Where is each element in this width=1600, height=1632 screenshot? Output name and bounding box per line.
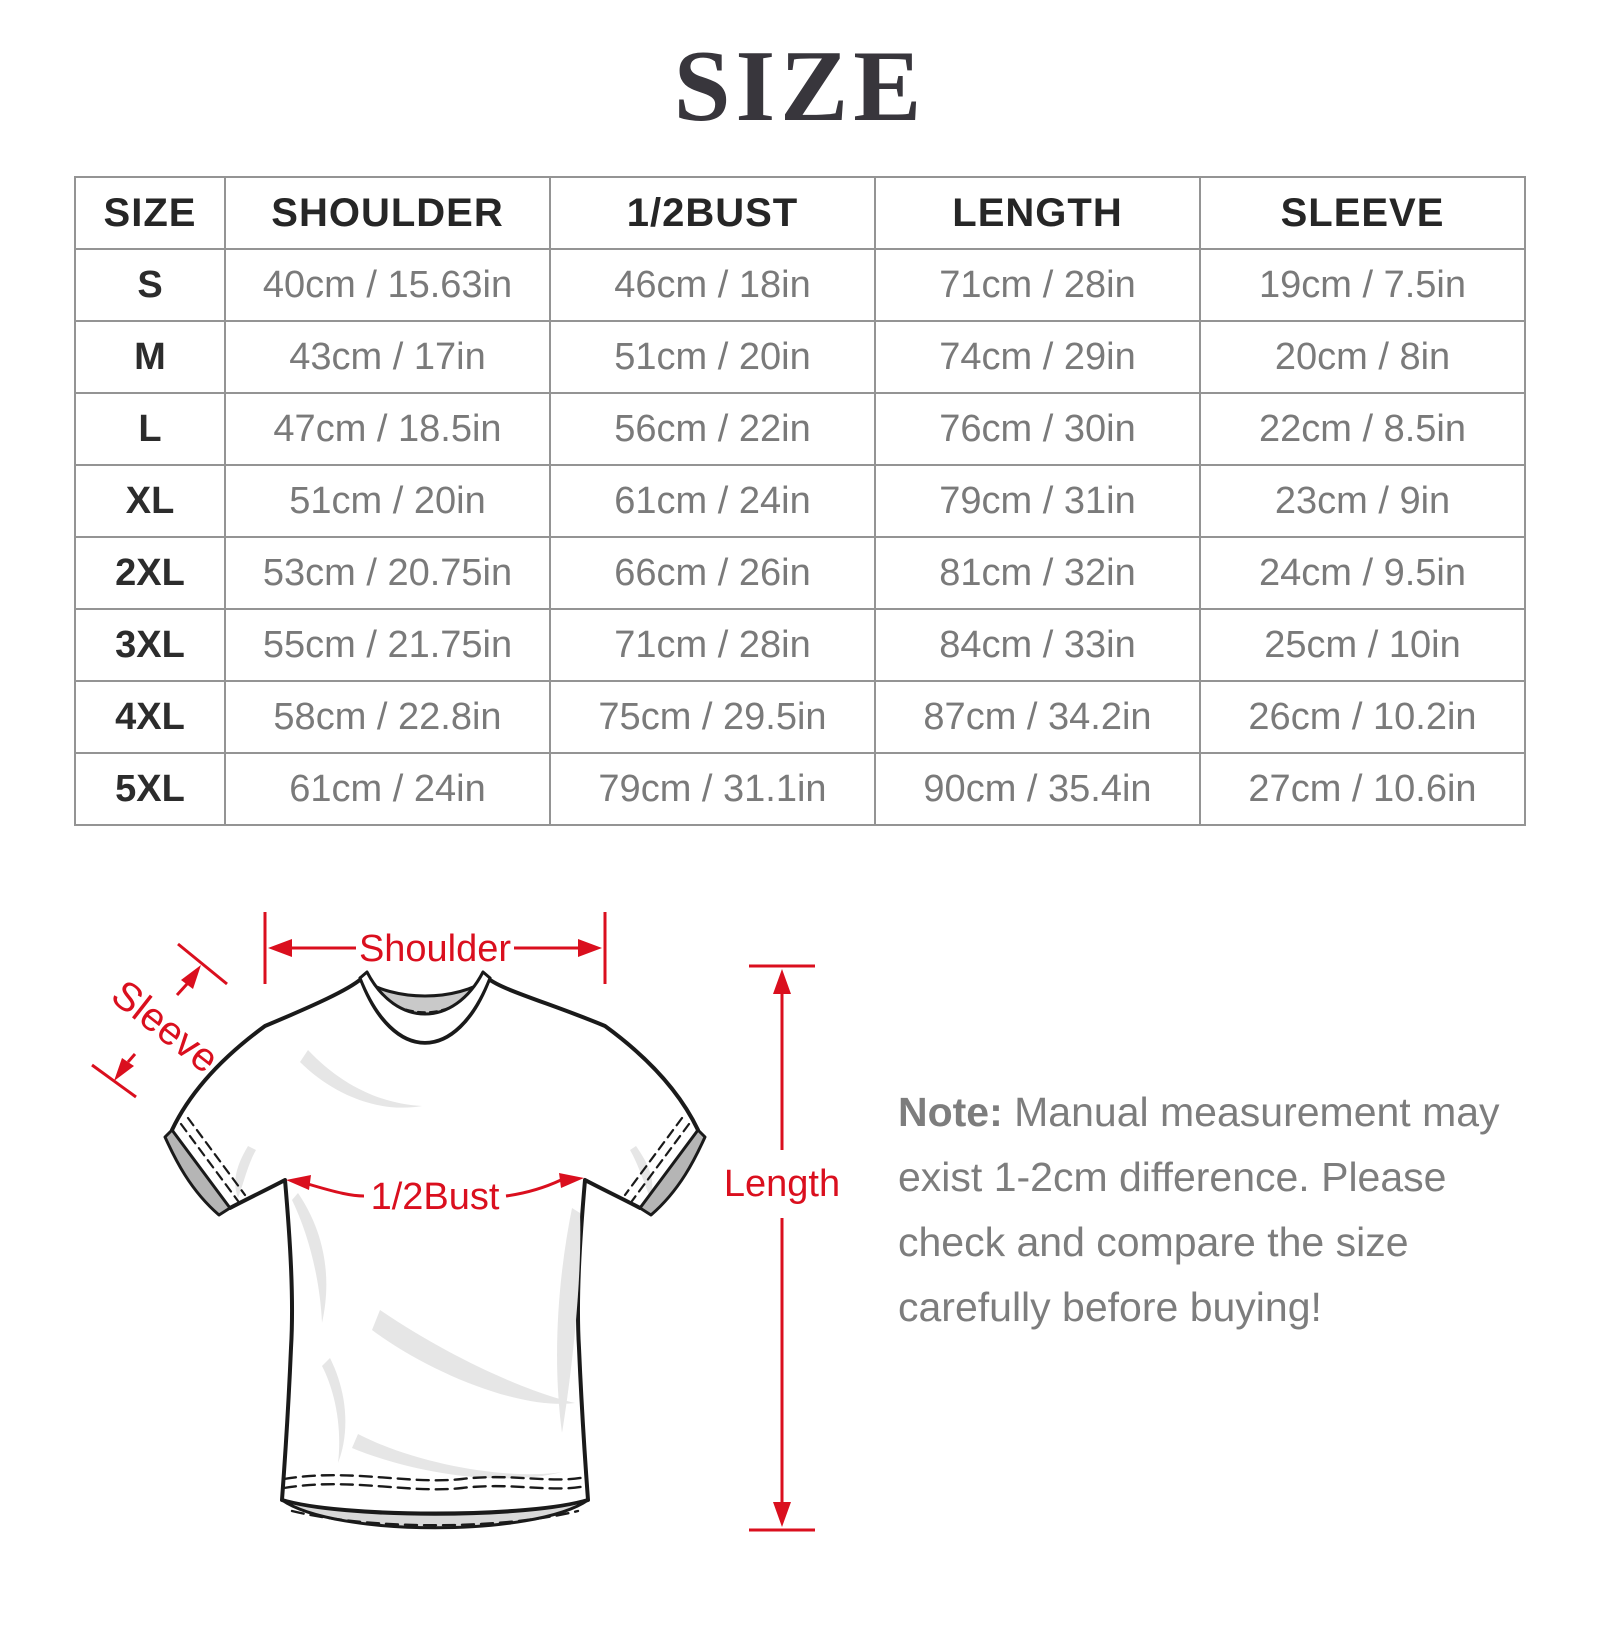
header-sleeve: SLEEVE <box>1199 176 1526 250</box>
cell-length: 84cm / 33in <box>874 608 1201 682</box>
half-bust-dimension: 1/2Bust <box>286 1173 584 1218</box>
cell-halfbust: 46cm / 18in <box>549 248 876 322</box>
table-row: 3XL 55cm / 21.75in 71cm / 28in 84cm / 33… <box>74 608 1526 682</box>
note-label: Note: <box>898 1089 1003 1135</box>
cell-halfbust: 61cm / 24in <box>549 464 876 538</box>
header-shoulder: SHOULDER <box>224 176 551 250</box>
cell-shoulder: 43cm / 17in <box>224 320 551 394</box>
cell-halfbust: 75cm / 29.5in <box>549 680 876 754</box>
page-title: SIZE <box>673 30 927 143</box>
header-halfbust: 1/2BUST <box>549 176 876 250</box>
cell-halfbust: 71cm / 28in <box>549 608 876 682</box>
table-row: L 47cm / 18.5in 56cm / 22in 76cm / 30in … <box>74 392 1526 466</box>
tshirt-diagram-svg: Shoulder Sleeve 1/2Bust <box>91 912 840 1532</box>
table-header-row: SIZE SHOULDER 1/2BUST LENGTH SLEEVE <box>74 176 1526 250</box>
cell-halfbust: 51cm / 20in <box>549 320 876 394</box>
cell-size: 5XL <box>74 752 226 826</box>
table-row: 4XL 58cm / 22.8in 75cm / 29.5in 87cm / 3… <box>74 680 1526 754</box>
shoulder-dimension: Shoulder <box>263 912 607 984</box>
note: Note: Manual measurement may exist 1-2cm… <box>898 1080 1543 1340</box>
cell-length: 81cm / 32in <box>874 536 1201 610</box>
cell-shoulder: 51cm / 20in <box>224 464 551 538</box>
cell-length: 90cm / 35.4in <box>874 752 1201 826</box>
cell-sleeve: 19cm / 7.5in <box>1199 248 1526 322</box>
right-cuff-inner <box>638 1128 707 1217</box>
sleeve-dimension: Sleeve <box>91 942 228 1099</box>
cell-shoulder: 40cm / 15.63in <box>224 248 551 322</box>
header-size: SIZE <box>74 176 226 250</box>
length-label: Length <box>724 1163 840 1205</box>
cell-length: 76cm / 30in <box>874 392 1201 466</box>
cell-length: 71cm / 28in <box>874 248 1201 322</box>
table-row: 2XL 53cm / 20.75in 66cm / 26in 81cm / 32… <box>74 536 1526 610</box>
cell-shoulder: 61cm / 24in <box>224 752 551 826</box>
cell-size: 3XL <box>74 608 226 682</box>
cuff-stitching <box>179 1116 691 1203</box>
cell-halfbust: 66cm / 26in <box>549 536 876 610</box>
cell-shoulder: 47cm / 18.5in <box>224 392 551 466</box>
cell-length: 74cm / 29in <box>874 320 1201 394</box>
table-row: S 40cm / 15.63in 46cm / 18in 71cm / 28in… <box>74 248 1526 322</box>
cell-size: 4XL <box>74 680 226 754</box>
cell-halfbust: 79cm / 31.1in <box>549 752 876 826</box>
cell-sleeve: 24cm / 9.5in <box>1199 536 1526 610</box>
collar-band <box>358 970 492 1044</box>
measurement-diagram: Shoulder Sleeve 1/2Bust <box>0 878 1600 1618</box>
cell-sleeve: 27cm / 10.6in <box>1199 752 1526 826</box>
cell-length: 79cm / 31in <box>874 464 1201 538</box>
cell-size: 2XL <box>74 536 226 610</box>
length-dimension: Length <box>724 964 840 1532</box>
cell-size: L <box>74 392 226 466</box>
tshirt-body <box>170 977 700 1516</box>
cell-size: XL <box>74 464 226 538</box>
table-row: 5XL 61cm / 24in 79cm / 31.1in 90cm / 35.… <box>74 752 1526 826</box>
cell-shoulder: 55cm / 21.75in <box>224 608 551 682</box>
table-row: XL 51cm / 20in 61cm / 24in 79cm / 31in 2… <box>74 464 1526 538</box>
header-length: LENGTH <box>874 176 1201 250</box>
left-cuff-inner <box>163 1128 232 1217</box>
cell-sleeve: 20cm / 8in <box>1199 320 1526 394</box>
cell-size: M <box>74 320 226 394</box>
cell-shoulder: 58cm / 22.8in <box>224 680 551 754</box>
note-text: Manual measurement may exist 1-2cm diffe… <box>898 1089 1500 1330</box>
cell-size: S <box>74 248 226 322</box>
hem-stitching <box>282 1474 588 1527</box>
tshirt-illustration <box>163 970 707 1530</box>
cell-sleeve: 25cm / 10in <box>1199 608 1526 682</box>
cell-shoulder: 53cm / 20.75in <box>224 536 551 610</box>
cell-sleeve: 26cm / 10.2in <box>1199 680 1526 754</box>
cell-halfbust: 56cm / 22in <box>549 392 876 466</box>
half-bust-label: 1/2Bust <box>371 1176 500 1218</box>
cell-sleeve: 23cm / 9in <box>1199 464 1526 538</box>
size-table: SIZE SHOULDER 1/2BUST LENGTH SLEEVE S 40… <box>74 176 1526 826</box>
cell-length: 87cm / 34.2in <box>874 680 1201 754</box>
shoulder-label: Shoulder <box>359 928 511 970</box>
cell-sleeve: 22cm / 8.5in <box>1199 392 1526 466</box>
table-row: M 43cm / 17in 51cm / 20in 74cm / 29in 20… <box>74 320 1526 394</box>
